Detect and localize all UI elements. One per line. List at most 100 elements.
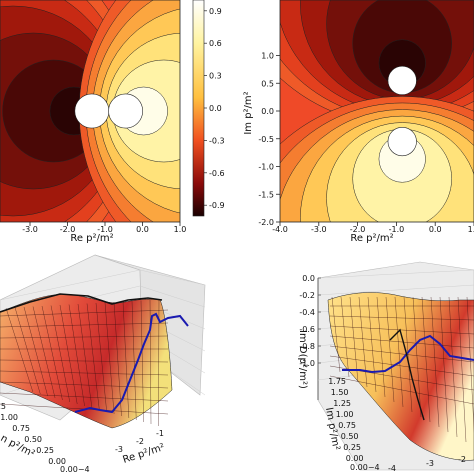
mesh-line bbox=[0, 335, 169, 339]
mesh-line bbox=[329, 335, 474, 349]
pane-gridline bbox=[0, 269, 141, 301]
pole-hole-left bbox=[74, 93, 110, 129]
z-tick-label: -1.0 bbox=[299, 359, 315, 368]
mesh-line bbox=[329, 315, 474, 321]
mesh-line bbox=[349, 296, 359, 383]
mesh-line bbox=[394, 296, 404, 408]
ridge-curve-right bbox=[389, 328, 425, 421]
y-tick-label: 1.00 bbox=[336, 410, 354, 419]
x-tick-label: -1.0 bbox=[97, 225, 113, 234]
mesh-line bbox=[14, 307, 41, 395]
colorbar-gradient bbox=[192, 0, 205, 217]
mesh-line bbox=[0, 392, 169, 402]
surface-plot-left: -3-2-10.000.250.500.751.001.251.501.750.… bbox=[0, 254, 206, 474]
mesh-line bbox=[59, 304, 78, 405]
mesh-line bbox=[140, 300, 144, 423]
mesh-line bbox=[0, 322, 169, 328]
y-tick-label: 0.0 bbox=[261, 107, 274, 116]
x-tick-label: -3.0 bbox=[22, 225, 38, 234]
y-tick-label: -2.0 bbox=[258, 218, 274, 227]
pane-gridline bbox=[139, 285, 206, 308]
mesh-line bbox=[448, 296, 458, 438]
mesh-line bbox=[457, 296, 467, 443]
y-tick-label: 0.50 bbox=[24, 435, 42, 444]
y-tick-label: 1.50 bbox=[331, 388, 349, 397]
y-tick-label: -1.5 bbox=[258, 190, 274, 199]
colorbar-tick-label: -0.9 bbox=[209, 201, 225, 210]
boundary-curve-left bbox=[74, 312, 189, 414]
x-axis-label-right: Re p²/m² bbox=[350, 233, 393, 244]
mesh-line bbox=[5, 307, 34, 393]
mesh-line bbox=[430, 296, 440, 428]
mesh-line bbox=[113, 301, 122, 417]
z-axis-label-surface-right: Im D(p²/m²) bbox=[297, 330, 308, 389]
x-tick-label: -2.0 bbox=[350, 225, 366, 234]
colorbar-tick-label: 0.6 bbox=[209, 39, 222, 48]
surface-ticks-right: 0.0 -0.2 -0.4 -0.6 -0.8 -1.0 1.75 1.50 1.25 1.00 0… bbox=[299, 274, 466, 473]
x-tick-label: -3 bbox=[115, 445, 123, 454]
contour-plot-left: -3.0 -2.0 -1.0 0.0 1.0 Re p²/m² bbox=[0, 0, 187, 244]
y-tick-label: 0.5 bbox=[261, 79, 274, 88]
y-tick-label: 1.0 bbox=[261, 52, 274, 61]
mesh-line bbox=[376, 296, 386, 398]
y-tick-label: 0.00 bbox=[48, 457, 66, 466]
x-tick-label: -3 bbox=[426, 459, 434, 468]
boundary-curve-right bbox=[342, 334, 474, 374]
x-axis-label-left: Re p²/m² bbox=[70, 233, 113, 244]
colorbar-ticks: 0.9 0.6 0.3 0.0 -0.3 -0.6 -0.9 bbox=[204, 7, 225, 210]
x-tick-label: 0.0 bbox=[429, 225, 442, 234]
mesh-line bbox=[68, 304, 85, 407]
mesh-line bbox=[23, 306, 48, 397]
pole-hole-bottom bbox=[387, 126, 417, 157]
x-tick-label: -4 bbox=[388, 464, 396, 473]
colorbar-tick-label: 0.9 bbox=[209, 7, 222, 16]
y-tick-label: -1.0 bbox=[258, 163, 274, 172]
pane-gridline bbox=[139, 269, 206, 286]
z-tick-label: -0.8 bbox=[299, 342, 315, 351]
mesh-line bbox=[50, 305, 70, 403]
colorbar: 0.9 0.6 0.3 0.0 -0.3 -0.6 -0.9 bbox=[192, 0, 225, 217]
z-tick-label: -0.2 bbox=[299, 291, 315, 300]
mesh-line bbox=[329, 355, 474, 377]
z-tick-label: -0.4 bbox=[299, 308, 315, 317]
mesh-line bbox=[77, 303, 93, 409]
surface-ticks-left: -3-2-10.000.250.500.751.001.251.501.750.… bbox=[0, 402, 164, 474]
corner-tick-label: 0.00−4 bbox=[60, 465, 90, 474]
y-tick-label: 0.00 bbox=[346, 454, 364, 463]
pane-gridline bbox=[317, 269, 474, 279]
x-tick-label: -1 bbox=[156, 429, 164, 438]
mesh-line bbox=[149, 299, 152, 425]
y-tick-label: 0.25 bbox=[343, 443, 361, 452]
y-axis-label-right: Im p²/m² bbox=[243, 91, 254, 134]
mesh-line bbox=[329, 375, 474, 405]
mesh-line bbox=[0, 309, 169, 317]
mesh-line bbox=[340, 296, 350, 378]
corner-tick-label: 0.00−4 bbox=[350, 463, 380, 472]
surface-wire-right bbox=[329, 296, 474, 443]
x-tick-label: 0.0 bbox=[136, 225, 149, 234]
mesh-line bbox=[421, 296, 431, 423]
colorbar-tick-label: 0.3 bbox=[209, 72, 222, 81]
axis-ticks-right: -4.0 -3.0 -2.0 -1.0 0.0 1.0 1.0 0.5 0.0 -0.5 -1.0 -… bbox=[258, 52, 474, 234]
mesh-line bbox=[331, 296, 341, 373]
x-tick-label: 1.0 bbox=[174, 225, 187, 234]
mesh-line bbox=[385, 296, 395, 403]
x-tick-label: -2.0 bbox=[60, 225, 76, 234]
y-tick-label: 0.25 bbox=[36, 446, 54, 455]
x-tick-label: -1.0 bbox=[389, 225, 405, 234]
colorbar-tick-label: -0.6 bbox=[209, 169, 225, 178]
x-tick-label: -4.0 bbox=[272, 225, 288, 234]
x-tick-label: -3.0 bbox=[311, 225, 327, 234]
mesh-line bbox=[412, 296, 422, 418]
surface-plot-right: 0.0 -0.2 -0.4 -0.6 -0.8 -1.0 1.75 1.50 1.25 1.00 0… bbox=[297, 261, 474, 473]
contour-plot-right: -4.0 -3.0 -2.0 -1.0 0.0 1.0 1.0 0.5 0.0 -0.5 -1.0 -… bbox=[243, 0, 474, 244]
x-tick-label: -2 bbox=[458, 455, 466, 464]
mesh-line bbox=[95, 302, 107, 413]
ridge-curve-left bbox=[0, 293, 163, 313]
mesh-line bbox=[329, 325, 474, 335]
axes-frame-left bbox=[0, 0, 181, 223]
pane-gridline bbox=[317, 284, 474, 296]
mesh-line bbox=[0, 381, 169, 389]
colorbar-tick-label: -0.3 bbox=[209, 136, 225, 145]
